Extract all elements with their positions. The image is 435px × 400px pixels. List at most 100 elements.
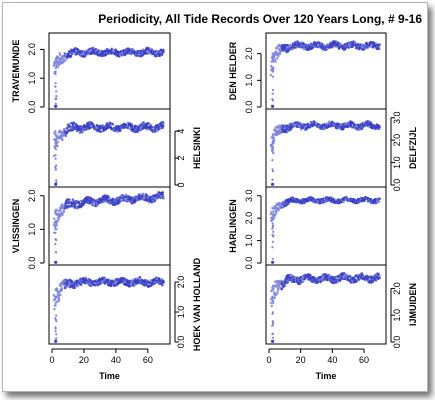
data-point — [275, 46, 279, 50]
data-point — [271, 320, 274, 323]
data-point — [271, 332, 275, 335]
data-point — [54, 72, 57, 76]
data-point — [54, 138, 57, 141]
data-point — [271, 137, 274, 140]
data-point — [150, 125, 154, 129]
data-point — [274, 50, 278, 53]
data-point — [318, 42, 322, 45]
data-point — [271, 134, 274, 137]
data-point — [89, 126, 92, 130]
data-point — [278, 285, 281, 288]
data-point — [54, 221, 57, 224]
data-point — [54, 140, 58, 143]
data-point — [271, 104, 275, 108]
y-tick-label: 2.0 — [27, 189, 37, 202]
panel-hoek-van-holland: 0.0 1.0 2.0 HOEK VAN HOLLAND 0 20 40 60 Time — [48, 257, 202, 381]
data-point — [61, 138, 64, 142]
data-point — [273, 291, 276, 294]
panel-harlingen: 0.0 1.0 2.0 3.0 HARLINGEN — [228, 186, 387, 269]
y-tick-label: 4 — [176, 129, 186, 134]
station-label: DEN HELDER — [228, 41, 238, 100]
data-point — [277, 208, 281, 212]
data-point — [110, 47, 113, 51]
y-tick-label: 2.0 — [244, 212, 254, 225]
data-point — [292, 280, 296, 283]
data-point — [150, 200, 154, 204]
data-point — [162, 196, 165, 200]
y-tick-label: 0.0 — [392, 336, 402, 349]
data-point — [138, 192, 142, 196]
data-point — [79, 283, 83, 286]
data-point — [273, 296, 276, 299]
data-point — [271, 170, 274, 173]
station-label: HARLINGEN — [228, 199, 238, 253]
station-label: IJMUIDEN — [408, 283, 418, 326]
data-point — [378, 274, 381, 278]
x-tick-label: 40 — [111, 355, 121, 365]
y-tick-label: 1.0 — [244, 74, 254, 87]
data-point — [91, 46, 95, 50]
data-point — [68, 125, 72, 128]
data-point — [54, 242, 57, 246]
data-point — [325, 48, 329, 51]
data-points — [52, 191, 165, 264]
data-point — [269, 212, 273, 216]
data-point — [162, 122, 165, 125]
data-point — [130, 123, 134, 126]
y-tick-label: 2.0 — [392, 282, 402, 295]
data-point — [271, 227, 274, 230]
data-point — [280, 287, 284, 291]
y-tick-label: 2.0 — [244, 47, 254, 60]
data-point — [342, 200, 345, 203]
data-point — [276, 289, 280, 292]
data-point — [81, 130, 84, 133]
data-point — [55, 333, 58, 336]
data-point — [271, 321, 275, 324]
data-point — [54, 260, 58, 264]
data-point — [272, 75, 275, 78]
panel-frame — [48, 32, 171, 110]
data-point — [53, 130, 57, 133]
data-point — [54, 82, 57, 85]
data-point — [138, 276, 142, 279]
data-point — [364, 47, 367, 50]
data-point — [54, 67, 58, 70]
data-point — [60, 286, 64, 290]
data-point — [55, 251, 58, 254]
data-point — [286, 44, 290, 47]
data-point — [118, 198, 122, 202]
data-point — [283, 284, 286, 288]
data-point — [76, 284, 80, 288]
data-point — [88, 49, 92, 52]
y-tick-label: 1.0 — [176, 306, 186, 319]
data-point — [270, 304, 273, 308]
x-tick-label: 40 — [327, 355, 337, 365]
data-point — [275, 56, 279, 60]
data-point — [105, 122, 109, 125]
data-point — [61, 213, 64, 217]
data-point — [55, 64, 58, 67]
data-point — [271, 324, 274, 327]
data-point — [344, 47, 347, 51]
data-point — [271, 257, 274, 260]
y-tick-label: 0.0 — [176, 336, 186, 349]
data-point — [73, 286, 77, 289]
data-point — [55, 212, 58, 215]
data-point — [271, 222, 274, 225]
data-points — [52, 276, 165, 343]
data-point — [71, 123, 75, 127]
data-point — [350, 281, 353, 284]
data-points — [269, 272, 381, 343]
data-point — [272, 302, 275, 305]
data-point — [147, 122, 150, 125]
data-point — [287, 202, 290, 205]
data-point — [56, 140, 60, 144]
data-point — [110, 284, 113, 287]
data-point — [64, 59, 67, 62]
data-point — [269, 73, 273, 77]
data-point — [295, 46, 299, 49]
data-point — [357, 42, 360, 46]
data-point — [116, 130, 119, 133]
data-point — [54, 154, 57, 157]
